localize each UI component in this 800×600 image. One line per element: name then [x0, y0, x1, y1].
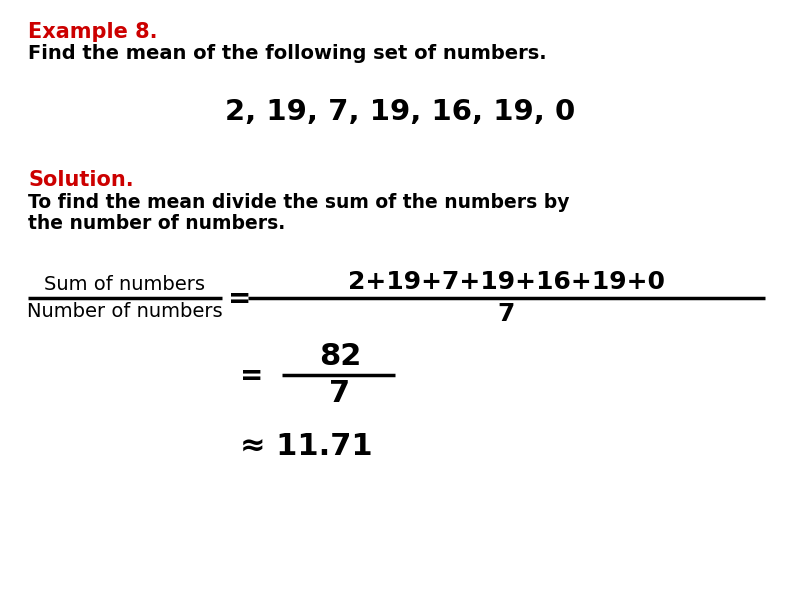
- Text: 2+19+7+19+16+19+0: 2+19+7+19+16+19+0: [348, 270, 665, 294]
- Text: To find the mean divide the sum of the numbers by: To find the mean divide the sum of the n…: [28, 193, 570, 212]
- Text: =: =: [240, 362, 263, 390]
- Text: 7: 7: [498, 302, 515, 326]
- Text: Sum of numbers: Sum of numbers: [45, 275, 206, 294]
- Text: 7: 7: [330, 379, 350, 408]
- Text: Number of numbers: Number of numbers: [27, 302, 223, 321]
- Text: ≈ 11.71: ≈ 11.71: [240, 432, 373, 461]
- Text: =: =: [228, 285, 251, 313]
- Text: 2, 19, 7, 19, 16, 19, 0: 2, 19, 7, 19, 16, 19, 0: [225, 98, 575, 126]
- Text: Find the mean of the following set of numbers.: Find the mean of the following set of nu…: [28, 44, 546, 63]
- Text: 82: 82: [319, 342, 361, 371]
- Text: Solution.: Solution.: [28, 170, 134, 190]
- Text: the number of numbers.: the number of numbers.: [28, 214, 286, 233]
- Text: Example 8.: Example 8.: [28, 22, 158, 42]
